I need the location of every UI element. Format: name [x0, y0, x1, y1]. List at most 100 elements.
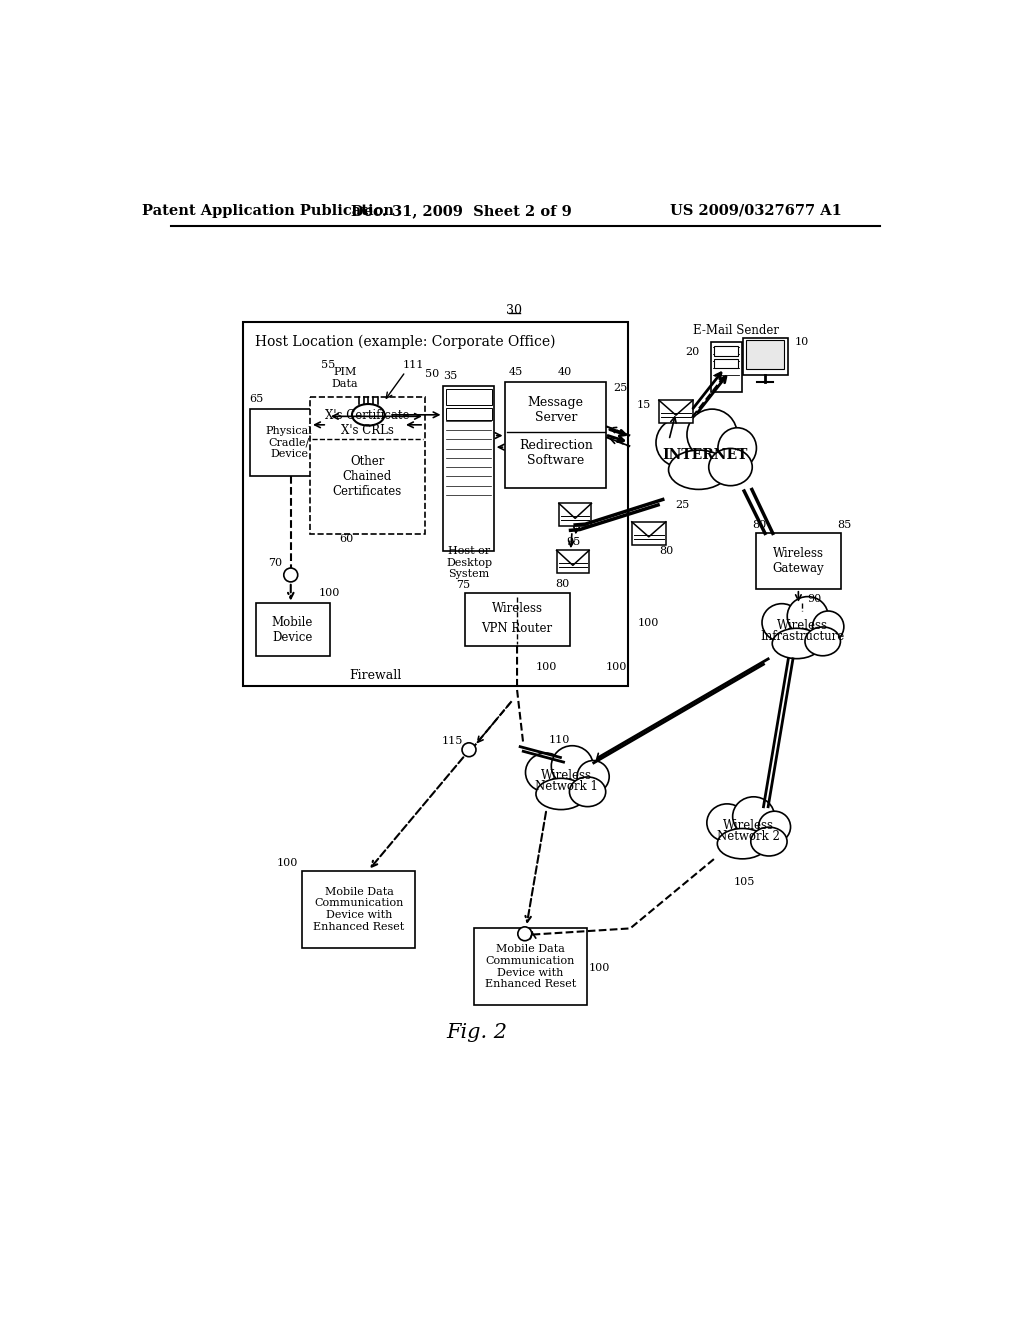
- Text: Message
Server: Message Server: [527, 396, 584, 424]
- Ellipse shape: [569, 777, 606, 807]
- Text: PIM
Data: PIM Data: [332, 367, 358, 388]
- Ellipse shape: [732, 797, 774, 836]
- Text: Dec. 31, 2009  Sheet 2 of 9: Dec. 31, 2009 Sheet 2 of 9: [351, 203, 571, 218]
- Text: Network 1: Network 1: [536, 780, 598, 793]
- Text: X's Certificate
X's CRLs: X's Certificate X's CRLs: [326, 408, 410, 437]
- Text: Mobile Data
Communication
Device with
Enhanced Reset: Mobile Data Communication Device with En…: [313, 887, 404, 932]
- FancyBboxPatch shape: [310, 397, 425, 535]
- Ellipse shape: [707, 804, 748, 842]
- Text: 100: 100: [638, 618, 659, 628]
- FancyBboxPatch shape: [714, 346, 738, 356]
- FancyBboxPatch shape: [756, 533, 841, 589]
- Ellipse shape: [717, 829, 768, 859]
- Text: 100: 100: [278, 858, 299, 869]
- FancyBboxPatch shape: [256, 603, 330, 656]
- Ellipse shape: [772, 628, 821, 659]
- Text: Wireless: Wireless: [541, 768, 592, 781]
- Text: 110: 110: [548, 735, 569, 744]
- Text: Mobile Data
Communication
Device with
Enhanced Reset: Mobile Data Communication Device with En…: [484, 945, 575, 989]
- Text: 40: 40: [557, 367, 571, 378]
- Text: 80: 80: [659, 546, 674, 556]
- Text: Wireless: Wireless: [777, 619, 827, 631]
- Text: 25: 25: [613, 383, 628, 393]
- FancyBboxPatch shape: [474, 928, 587, 1006]
- FancyBboxPatch shape: [302, 871, 415, 948]
- Ellipse shape: [805, 627, 841, 656]
- Text: 105: 105: [733, 878, 755, 887]
- FancyBboxPatch shape: [559, 503, 592, 527]
- FancyBboxPatch shape: [445, 408, 493, 420]
- Circle shape: [284, 568, 298, 582]
- FancyBboxPatch shape: [251, 409, 328, 477]
- FancyBboxPatch shape: [742, 338, 787, 375]
- Text: 60: 60: [339, 533, 353, 544]
- FancyBboxPatch shape: [506, 381, 606, 488]
- Text: US 2009/0327677 A1: US 2009/0327677 A1: [670, 203, 842, 218]
- Text: 100: 100: [589, 964, 609, 973]
- Text: Redirection
Software: Redirection Software: [519, 440, 593, 467]
- Text: 55: 55: [321, 360, 335, 370]
- Text: 95: 95: [566, 537, 581, 546]
- Text: Fig. 2: Fig. 2: [446, 1023, 507, 1041]
- Text: Host Location (example: Corporate Office): Host Location (example: Corporate Office…: [255, 334, 556, 348]
- Text: Wireless
Gateway: Wireless Gateway: [772, 546, 824, 576]
- Text: E-Mail Sender: E-Mail Sender: [693, 323, 779, 337]
- Ellipse shape: [762, 603, 802, 642]
- Text: Other
Chained
Certificates: Other Chained Certificates: [333, 455, 402, 498]
- Ellipse shape: [578, 760, 609, 793]
- Text: 100: 100: [536, 661, 557, 672]
- Text: 25: 25: [675, 500, 689, 510]
- Text: 75: 75: [456, 579, 470, 590]
- FancyBboxPatch shape: [714, 359, 738, 368]
- Text: Firewall: Firewall: [349, 669, 401, 682]
- Text: INTERNET: INTERNET: [663, 447, 749, 462]
- Text: Mobile
Device: Mobile Device: [271, 615, 313, 644]
- Text: Infrastructure: Infrastructure: [760, 630, 845, 643]
- FancyBboxPatch shape: [445, 389, 493, 405]
- FancyBboxPatch shape: [632, 521, 666, 545]
- FancyBboxPatch shape: [745, 341, 784, 370]
- Text: 80: 80: [753, 520, 767, 529]
- Text: 111: 111: [402, 360, 424, 370]
- Ellipse shape: [687, 409, 737, 459]
- FancyBboxPatch shape: [443, 385, 494, 552]
- Ellipse shape: [656, 418, 705, 467]
- Text: 35: 35: [443, 371, 458, 381]
- Text: 100: 100: [605, 661, 627, 672]
- Circle shape: [518, 927, 531, 941]
- Ellipse shape: [759, 812, 791, 842]
- FancyBboxPatch shape: [658, 400, 693, 424]
- Text: VPN Router: VPN Router: [481, 622, 553, 635]
- Text: Host or
Desktop
System: Host or Desktop System: [445, 546, 493, 579]
- Text: Wireless: Wireless: [723, 818, 773, 832]
- Ellipse shape: [551, 746, 593, 787]
- Text: 90: 90: [807, 594, 821, 603]
- Ellipse shape: [669, 450, 729, 490]
- Ellipse shape: [812, 611, 844, 643]
- FancyBboxPatch shape: [557, 550, 589, 573]
- Text: 100: 100: [318, 587, 340, 598]
- Ellipse shape: [352, 404, 385, 425]
- FancyBboxPatch shape: [465, 594, 569, 645]
- Ellipse shape: [718, 428, 757, 469]
- Ellipse shape: [536, 779, 586, 809]
- Text: 20: 20: [685, 347, 699, 358]
- Ellipse shape: [751, 828, 787, 855]
- Text: Patent Application Publication: Patent Application Publication: [141, 203, 393, 218]
- Text: 10: 10: [795, 337, 809, 347]
- Text: 85: 85: [837, 520, 851, 529]
- Text: 45: 45: [508, 367, 522, 378]
- Circle shape: [462, 743, 476, 756]
- Text: 65: 65: [249, 393, 263, 404]
- Text: Wireless: Wireless: [492, 602, 543, 615]
- Text: Network 2: Network 2: [717, 830, 779, 843]
- Text: 80: 80: [555, 579, 569, 589]
- FancyBboxPatch shape: [243, 322, 628, 686]
- Ellipse shape: [787, 597, 828, 636]
- Text: 30: 30: [506, 304, 522, 317]
- Text: 15: 15: [636, 400, 650, 409]
- Text: 70: 70: [268, 557, 283, 568]
- Ellipse shape: [525, 752, 566, 792]
- FancyBboxPatch shape: [711, 342, 741, 392]
- Ellipse shape: [709, 449, 753, 486]
